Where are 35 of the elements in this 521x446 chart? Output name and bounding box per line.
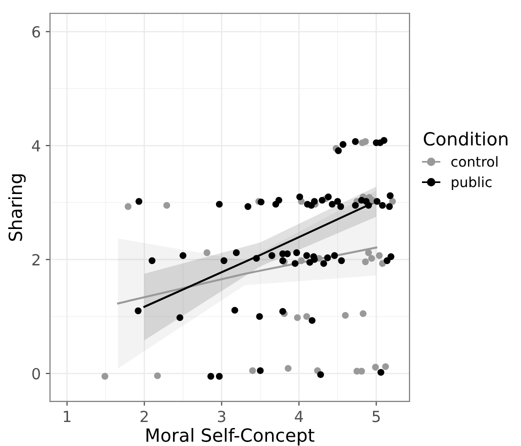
x-tick-label: 2: [140, 410, 148, 422]
point: [154, 372, 161, 380]
point: [362, 258, 369, 266]
point: [365, 249, 372, 256]
point: [284, 364, 292, 372]
point: [358, 368, 365, 375]
point: [368, 254, 376, 262]
x-tick-label: 3: [218, 410, 226, 422]
x-tick-label: 4: [294, 410, 303, 422]
legend-label: control: [451, 156, 498, 167]
point: [303, 313, 310, 320]
x-axis-title: Moral Self-Concept: [146, 428, 314, 446]
y-tick-label: 0: [32, 368, 40, 380]
point: [249, 367, 256, 374]
point: [298, 257, 305, 264]
point: [389, 198, 396, 205]
point: [362, 138, 369, 145]
legend-label: public: [452, 176, 492, 190]
legend-title: Condition: [424, 132, 508, 146]
point: [382, 363, 389, 370]
point: [376, 252, 383, 259]
point: [360, 310, 367, 318]
x-tick-label: 1: [64, 410, 70, 422]
point: [342, 312, 349, 319]
y-tick-label: 4: [32, 140, 40, 152]
point: [294, 314, 301, 322]
point: [204, 249, 210, 256]
point: [102, 372, 108, 380]
y-axis-title: Sharing: [8, 174, 26, 241]
point: [163, 202, 170, 209]
point: [372, 364, 379, 371]
y-tick-label: 6: [32, 26, 40, 38]
y-tick-label: 2: [32, 254, 40, 266]
x-tick-label: 5: [372, 410, 380, 422]
point: [124, 203, 132, 210]
